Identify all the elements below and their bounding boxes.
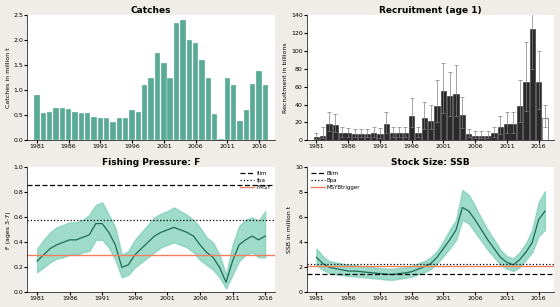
Legend: Blim, Bpa, MSYBtrigger: Blim, Bpa, MSYBtrigger (310, 170, 362, 191)
Bar (34, 95, 40, 140)
Bar (466, 134, 472, 140)
Bar (244, 110, 249, 140)
Bar (326, 124, 332, 140)
Bar (422, 118, 427, 140)
Bar (504, 124, 510, 140)
Bar (435, 106, 440, 140)
Bar (447, 96, 452, 140)
Bar (47, 112, 52, 140)
Bar (91, 117, 97, 140)
Bar (136, 112, 141, 140)
Bar (441, 91, 446, 140)
Title: Catches: Catches (131, 6, 171, 14)
Bar (492, 133, 497, 140)
Bar (53, 108, 59, 140)
Bar (174, 23, 179, 140)
Bar (218, 139, 223, 140)
Y-axis label: F (ages 3-7): F (ages 3-7) (6, 211, 11, 249)
Bar (536, 82, 542, 140)
Bar (314, 138, 319, 140)
Bar (333, 125, 338, 140)
Bar (161, 63, 166, 140)
Bar (193, 43, 198, 140)
Bar (59, 108, 65, 140)
Bar (142, 85, 147, 140)
Bar (365, 134, 370, 140)
Bar (454, 94, 459, 140)
Legend: flim, fpa, FMSY: flim, fpa, FMSY (239, 170, 272, 191)
Bar (409, 116, 414, 140)
Bar (256, 71, 262, 140)
Bar (396, 133, 402, 140)
Bar (148, 78, 154, 140)
Bar (485, 136, 491, 140)
Bar (263, 85, 268, 140)
Title: Stock Size: SSB: Stock Size: SSB (391, 158, 470, 167)
Bar (530, 29, 535, 140)
Bar (403, 133, 408, 140)
Bar (40, 113, 46, 140)
Bar (116, 118, 122, 140)
Bar (167, 78, 173, 140)
Bar (517, 106, 522, 140)
Bar (212, 114, 217, 140)
Bar (479, 136, 484, 140)
Bar (384, 124, 389, 140)
Bar (428, 121, 433, 140)
Bar (237, 121, 242, 140)
Bar (377, 134, 382, 140)
Y-axis label: Catches in million t: Catches in million t (6, 48, 11, 108)
Bar (225, 78, 230, 140)
Bar (78, 113, 84, 140)
Bar (460, 115, 465, 140)
Bar (320, 136, 325, 140)
Bar (231, 85, 236, 140)
Bar (123, 118, 128, 140)
Bar (110, 122, 116, 140)
Bar (416, 133, 421, 140)
Bar (72, 112, 78, 140)
Bar (523, 82, 529, 140)
Bar (66, 109, 71, 140)
Bar (339, 133, 344, 140)
Bar (542, 118, 548, 140)
Bar (352, 134, 357, 140)
Y-axis label: Recruitment in billions: Recruitment in billions (283, 42, 288, 113)
Bar (206, 78, 211, 140)
Y-axis label: SSB in million t: SSB in million t (287, 206, 292, 254)
Bar (250, 84, 255, 140)
Bar (186, 40, 192, 140)
Title: Recruitment (age 1): Recruitment (age 1) (379, 6, 482, 14)
Bar (97, 118, 103, 140)
Bar (511, 124, 516, 140)
Bar (371, 133, 376, 140)
Bar (104, 118, 109, 140)
Bar (180, 20, 185, 140)
Bar (155, 53, 160, 140)
Bar (85, 113, 90, 140)
Bar (390, 133, 395, 140)
Bar (199, 60, 204, 140)
Bar (498, 127, 503, 140)
Title: Fishing Pressure: F: Fishing Pressure: F (102, 158, 200, 167)
Bar (473, 136, 478, 140)
Bar (129, 110, 135, 140)
Bar (346, 133, 351, 140)
Bar (358, 134, 363, 140)
